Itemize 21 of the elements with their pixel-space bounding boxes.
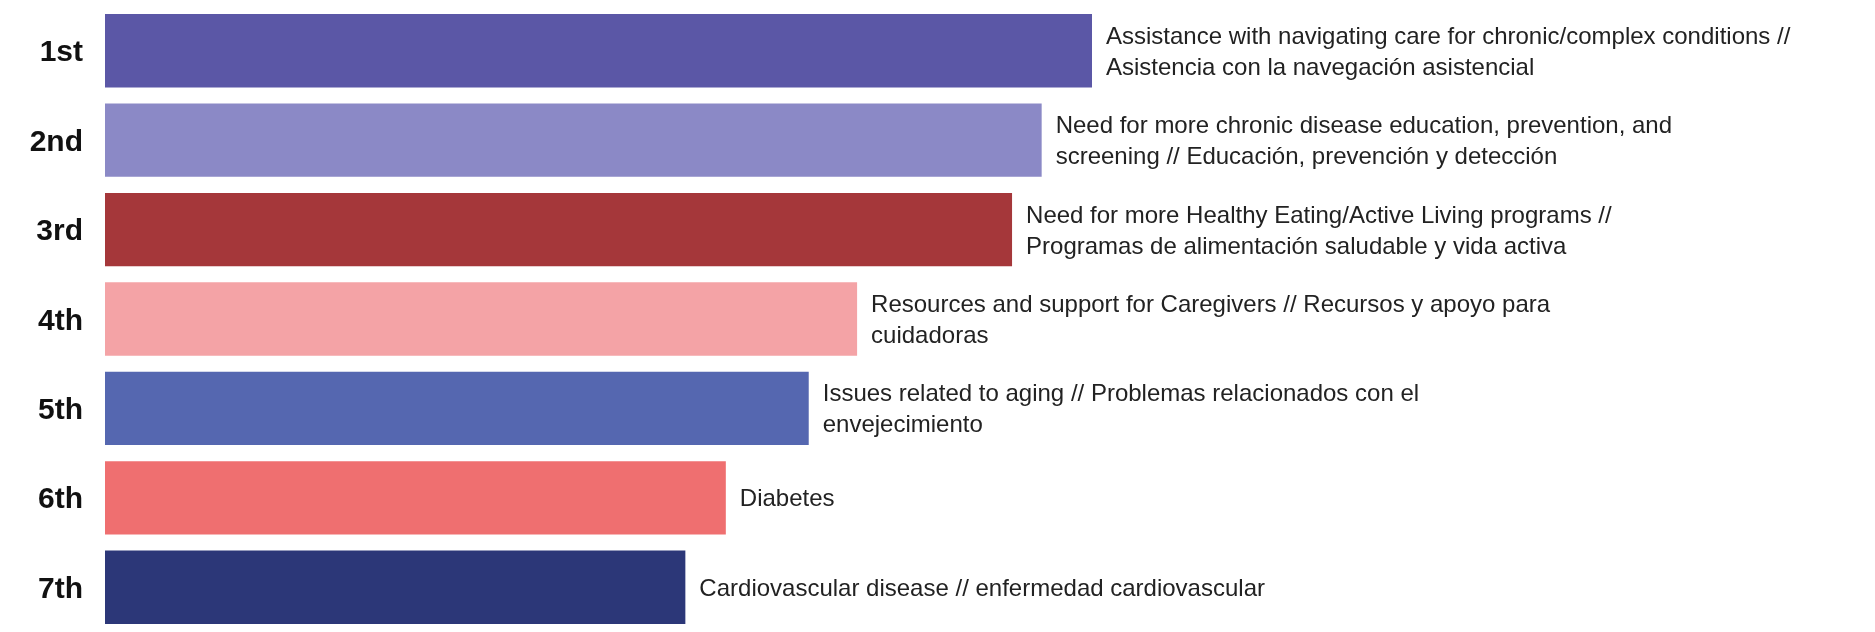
bar bbox=[105, 14, 1092, 88]
bar bbox=[105, 192, 1013, 267]
y-tick-label: 4th bbox=[38, 302, 83, 336]
annotation: Diabetes bbox=[739, 484, 835, 512]
y-tick-label: 3rd bbox=[36, 213, 83, 247]
annotation: Issues related to aging // Problemas relacionados con el envejecimiento bbox=[822, 379, 1426, 438]
bar bbox=[105, 282, 858, 356]
annotation: Need for more chronic disease education, prevention, and screening // Educación, prevención y detección bbox=[1055, 111, 1679, 170]
y-tick-label: 2nd bbox=[29, 123, 83, 157]
bar bbox=[105, 550, 686, 624]
annotation: Assistance with navigating care for chronic/complex conditions // Asistencia con la navegación asistencial bbox=[1106, 21, 1797, 80]
bar bbox=[105, 103, 1042, 177]
annotation: Resources and support for Caregivers // Recursos y apoyo para cuidadoras bbox=[871, 290, 1557, 348]
y-tick-label: 5th bbox=[38, 391, 83, 425]
y-tick-label: 7th bbox=[38, 570, 83, 604]
bar bbox=[105, 371, 809, 446]
y-tick-label: 6th bbox=[38, 481, 83, 515]
annotation: Need for more Healthy Eating/Active Living programs // Programas de alimentación saludable y vida activa bbox=[1026, 200, 1619, 259]
bar bbox=[105, 461, 726, 535]
y-tick-label: 1st bbox=[39, 34, 84, 68]
annotation: Cardiovascular disease // enfermedad cardiovascular bbox=[699, 573, 1265, 601]
